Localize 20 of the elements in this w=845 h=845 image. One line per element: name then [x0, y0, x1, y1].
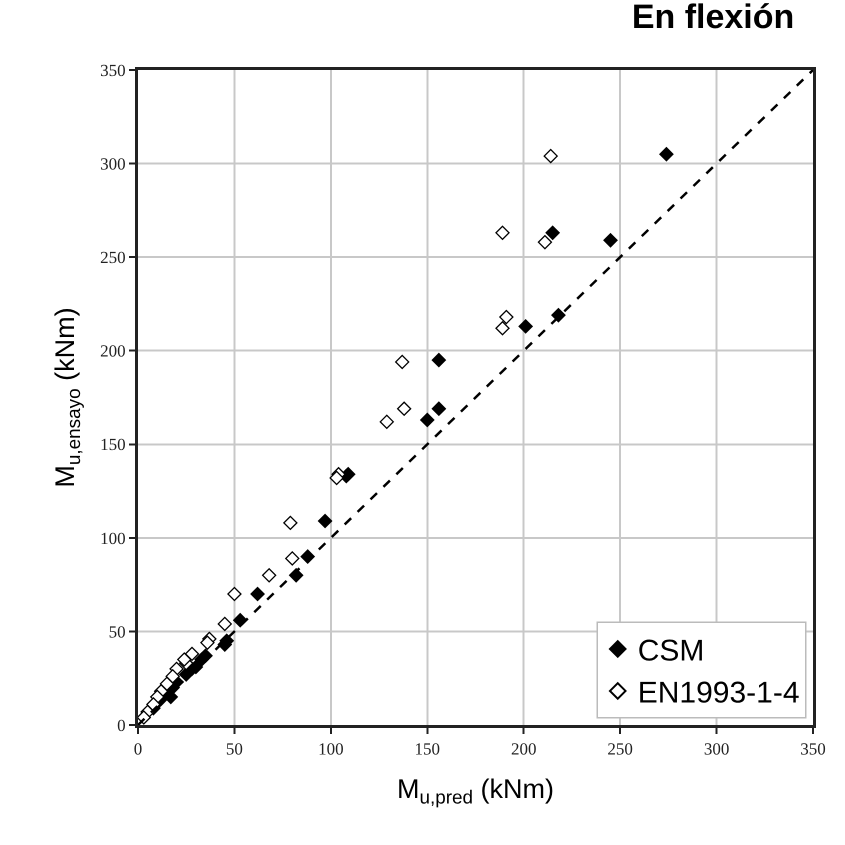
legend-label: EN1993-1-4	[638, 676, 800, 710]
y-tick-label: 0	[117, 716, 126, 735]
y-tick-label: 50	[108, 622, 126, 642]
x-tick-label: 50	[226, 739, 243, 758]
x-tick-label: 150	[414, 739, 440, 758]
x-tick-label: 100	[318, 739, 344, 758]
y-tick-label: 250	[100, 248, 126, 268]
y-tick-label: 350	[100, 60, 126, 80]
y-tick-label: 200	[100, 342, 126, 361]
chart-title: En flexión	[632, 0, 794, 36]
x-tick-label: 300	[704, 739, 730, 758]
x-tick-label: 250	[607, 739, 633, 758]
x-axis-title: M$_{u,pred}$ (kNm)	[396, 774, 554, 808]
y-tick-label: 100	[100, 528, 126, 548]
y-tick-label: 150	[100, 435, 126, 454]
x-tick-label: 0	[134, 739, 142, 758]
legend-label: CSM	[638, 634, 704, 668]
y-tick-label: 300	[100, 154, 126, 174]
x-tick-label: 350	[800, 739, 826, 758]
x-tick-label: 200	[510, 739, 536, 758]
